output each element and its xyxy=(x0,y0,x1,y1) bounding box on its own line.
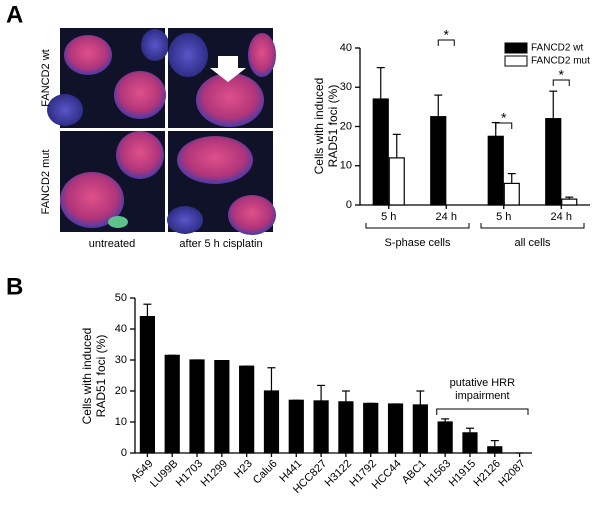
group-label: S-phase cells xyxy=(384,237,451,249)
bar xyxy=(487,135,504,206)
legend-label: FANCD2 wt xyxy=(531,43,583,54)
annotation: putative HRR xyxy=(450,377,515,389)
panel-label: A xyxy=(6,1,23,28)
column-label: untreated xyxy=(89,238,135,250)
y-axis-label: Cells with induced xyxy=(312,78,326,175)
significance-mark: * xyxy=(559,67,565,83)
y-tick-label: 30 xyxy=(115,354,127,366)
legend-swatch xyxy=(504,42,528,54)
significance-bracket xyxy=(552,79,570,86)
y-tick-label: 10 xyxy=(340,160,352,172)
bar xyxy=(372,98,389,206)
y-tick-label: 0 xyxy=(121,447,127,459)
y-axis-label: Cells with induced xyxy=(80,328,94,425)
group-bracket xyxy=(365,223,470,229)
x-tick-label: H1703 xyxy=(174,458,205,489)
bar xyxy=(338,401,354,454)
x-tick-label: Calu6 xyxy=(251,458,280,487)
significance-mark: * xyxy=(501,110,507,126)
group-label: all cells xyxy=(514,237,551,249)
legend-label: FANCD2 mut xyxy=(531,56,590,67)
bar xyxy=(214,360,230,454)
bar xyxy=(263,390,280,454)
y-tick-label: 10 xyxy=(115,416,127,428)
micrographs xyxy=(47,28,276,235)
y-tick-label: 40 xyxy=(340,42,352,54)
y-tick-label: 40 xyxy=(115,323,127,335)
y-tick-label: 50 xyxy=(115,292,127,304)
bar xyxy=(412,404,428,454)
x-tick-label: H1563 xyxy=(422,458,453,489)
bar xyxy=(503,182,520,206)
panel-label: B xyxy=(6,273,23,300)
bar xyxy=(430,116,447,206)
x-tick-label: H1915 xyxy=(447,458,478,489)
y-tick-label: 30 xyxy=(340,81,352,93)
x-tick-label: H3122 xyxy=(323,458,354,489)
x-tick-label: LU99B xyxy=(148,458,180,490)
x-tick-label: H2126 xyxy=(472,458,503,489)
bar xyxy=(561,198,578,206)
y-tick-label: 20 xyxy=(340,120,352,132)
y-tick-label: 0 xyxy=(346,199,352,211)
column-label: after 5 h cisplatin xyxy=(179,238,262,250)
bar xyxy=(387,403,404,454)
annotation-bracket xyxy=(436,408,529,415)
x-tick-label: H2087 xyxy=(496,458,527,489)
legend-swatch xyxy=(504,55,528,67)
row-label: FANCD2 wt xyxy=(40,49,52,106)
bar xyxy=(189,359,205,454)
bar xyxy=(164,354,180,454)
y-axis-label: RAD51 foci (%) xyxy=(326,85,340,168)
y-tick-label: 20 xyxy=(115,385,127,397)
x-tick-label: 5 h xyxy=(381,211,396,223)
x-tick-label: 24 h xyxy=(551,211,572,223)
bar xyxy=(363,402,379,454)
significance-mark: * xyxy=(444,27,450,43)
bar xyxy=(288,399,304,454)
x-tick-label: H1299 xyxy=(199,458,230,489)
group-bracket xyxy=(480,223,585,229)
x-tick-label: 5 h xyxy=(496,211,511,223)
bar xyxy=(139,316,156,454)
bar xyxy=(437,421,453,454)
x-tick-label: 24 h xyxy=(436,211,457,223)
bar xyxy=(545,118,562,206)
significance-bracket xyxy=(437,39,455,46)
row-label: FANCD2 mut xyxy=(40,150,52,215)
bar xyxy=(462,432,478,454)
bar xyxy=(487,446,503,454)
annotation: impairment xyxy=(455,390,509,402)
bar xyxy=(239,365,255,454)
significance-bracket xyxy=(495,122,513,129)
bar xyxy=(313,400,329,454)
bar xyxy=(388,157,405,206)
y-axis-label: RAD51 foci (%) xyxy=(94,335,108,418)
